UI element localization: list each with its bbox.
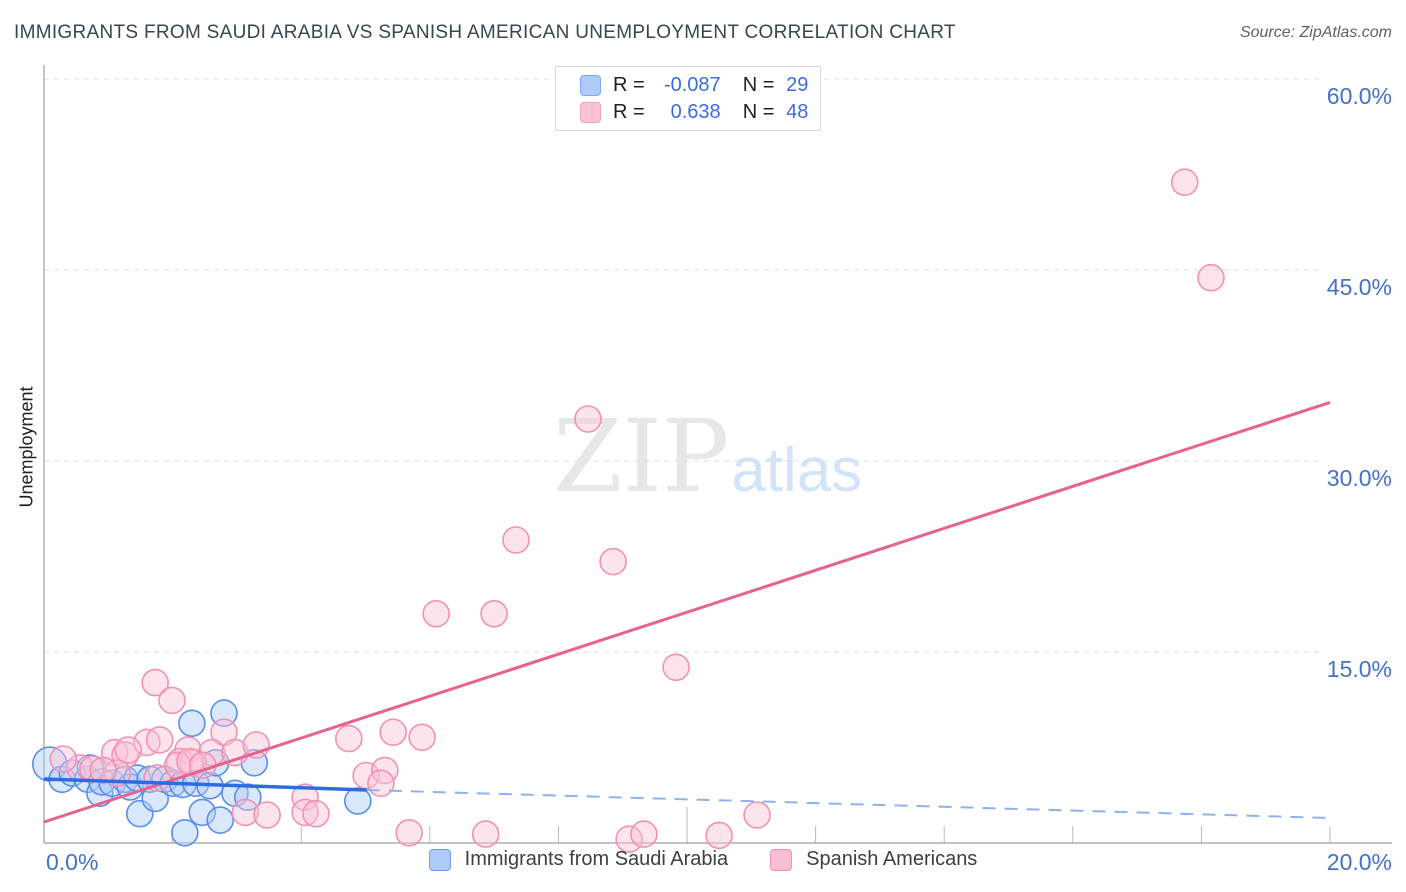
data-point-spanish bbox=[291, 798, 319, 827]
n-value-saudi: 29 bbox=[786, 73, 809, 96]
r-label: R = bbox=[613, 100, 645, 123]
blue-series-swatch bbox=[580, 74, 601, 96]
data-point-saudi bbox=[188, 798, 216, 827]
watermark-zip: ZIP bbox=[553, 398, 730, 515]
data-point-spanish bbox=[1197, 263, 1225, 292]
data-point-spanish bbox=[599, 547, 627, 576]
data-point-spanish bbox=[705, 821, 733, 850]
data-point-spanish bbox=[502, 526, 530, 554]
data-point-spanish bbox=[49, 745, 78, 773]
data-point-spanish bbox=[253, 801, 281, 829]
data-point-spanish bbox=[89, 756, 117, 785]
n-label: N = bbox=[742, 100, 775, 123]
data-point-spanish bbox=[145, 726, 174, 754]
data-point-spanish bbox=[141, 668, 169, 697]
stats-row-saudi: R = -0.087 N = 29 bbox=[580, 74, 820, 97]
legend-item-spanish: Spanish Americans bbox=[770, 848, 977, 871]
r-value-spanish: 0.638 bbox=[670, 100, 721, 123]
data-point-spanish bbox=[231, 798, 260, 827]
data-point-spanish bbox=[1170, 168, 1199, 196]
data-point-saudi bbox=[171, 818, 199, 847]
data-point-spanish bbox=[422, 599, 451, 628]
data-point-spanish bbox=[111, 741, 139, 769]
series-legend: Immigrants from Saudi Arabia Spanish Ame… bbox=[0, 848, 1406, 871]
stats-row-spanish: R = 0.638 N = 48 bbox=[580, 101, 820, 124]
data-point-spanish bbox=[158, 686, 186, 715]
y-tick-45: 45.0% bbox=[1326, 274, 1392, 300]
data-point-spanish bbox=[471, 820, 500, 848]
legend-swatch-blue bbox=[428, 848, 451, 871]
r-label: R = bbox=[613, 73, 645, 96]
trend-line-spanish bbox=[43, 401, 1331, 824]
data-point-spanish bbox=[291, 783, 319, 812]
legend-item-saudi: Immigrants from Saudi Arabia bbox=[428, 848, 729, 871]
data-point-saudi bbox=[210, 699, 238, 727]
data-point-spanish bbox=[630, 820, 658, 848]
watermark-atlas: atlas bbox=[731, 436, 863, 505]
n-value-spanish: 48 bbox=[786, 100, 809, 123]
chart-title: IMMIGRANTS FROM SAUDI ARABIA VS SPANISH … bbox=[14, 22, 956, 43]
data-point-spanish bbox=[480, 599, 508, 628]
data-point-spanish bbox=[395, 818, 424, 847]
source-credit: Source: ZipAtlas.com bbox=[1239, 24, 1392, 41]
y-axis-title: Unemployment bbox=[16, 386, 37, 508]
data-point-spanish bbox=[574, 405, 602, 433]
legend-label-spanish: Spanish Americans bbox=[806, 848, 978, 870]
n-label: N = bbox=[742, 73, 775, 96]
data-point-spanish bbox=[615, 825, 643, 854]
data-point-spanish bbox=[662, 653, 690, 682]
data-point-spanish bbox=[379, 718, 407, 747]
data-point-saudi bbox=[343, 787, 372, 815]
r-value-saudi: -0.087 bbox=[663, 73, 721, 96]
data-point-spanish bbox=[302, 799, 330, 828]
legend-label-saudi: Immigrants from Saudi Arabia bbox=[464, 848, 729, 870]
data-point-saudi bbox=[178, 709, 206, 738]
x-tick-min: 0.0% bbox=[46, 849, 99, 875]
y-tick-30: 30.0% bbox=[1326, 465, 1392, 491]
trend-line-saudi-dashed bbox=[366, 789, 1331, 820]
legend-swatch-pink bbox=[770, 848, 793, 871]
y-tick-15: 15.0% bbox=[1326, 656, 1392, 682]
zipatlas-watermark: ZIPatlas bbox=[553, 398, 862, 515]
data-point-saudi bbox=[206, 806, 234, 834]
data-point-spanish bbox=[743, 801, 771, 829]
correlation-stats-box: R = -0.087 N = 29 R = 0.638 N = 48 bbox=[555, 66, 821, 131]
data-point-spanish bbox=[114, 736, 142, 764]
data-point-spanish bbox=[367, 769, 395, 798]
data-point-spanish bbox=[334, 724, 363, 753]
x-tick-max: 20.0% bbox=[1326, 849, 1392, 875]
pink-series-swatch bbox=[580, 101, 601, 123]
data-point-spanish bbox=[408, 723, 436, 752]
trend-line-saudi-solid bbox=[43, 777, 367, 792]
y-tick-60: 60.0% bbox=[1326, 83, 1392, 109]
